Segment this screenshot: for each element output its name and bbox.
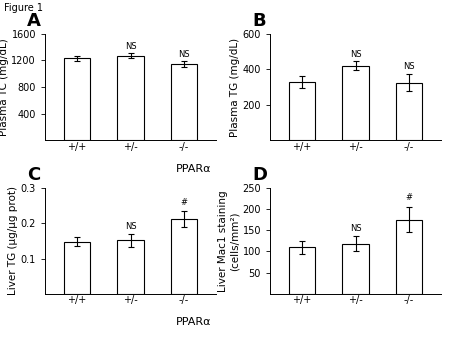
Text: NS: NS bbox=[350, 224, 361, 233]
Text: NS: NS bbox=[125, 222, 136, 231]
Text: PPARα: PPARα bbox=[176, 164, 212, 174]
Text: D: D bbox=[252, 166, 267, 184]
Bar bbox=[396, 220, 422, 294]
Bar bbox=[171, 219, 197, 294]
Text: NS: NS bbox=[178, 50, 190, 59]
Y-axis label: Liver Mac1 staining
(cells/mm²): Liver Mac1 staining (cells/mm²) bbox=[218, 190, 239, 292]
Text: NS: NS bbox=[350, 50, 361, 59]
Y-axis label: Plasma TG (mg/dL): Plasma TG (mg/dL) bbox=[230, 38, 240, 137]
Text: NS: NS bbox=[125, 43, 136, 51]
Bar bbox=[171, 64, 197, 140]
Bar bbox=[342, 244, 369, 294]
Bar bbox=[117, 56, 144, 140]
Text: A: A bbox=[27, 13, 41, 30]
Text: B: B bbox=[252, 13, 266, 30]
Bar bbox=[396, 82, 422, 140]
Bar bbox=[117, 240, 144, 294]
Bar bbox=[289, 247, 315, 294]
Text: C: C bbox=[27, 166, 40, 184]
Text: NS: NS bbox=[403, 62, 415, 71]
Bar bbox=[342, 66, 369, 140]
Y-axis label: Plasma TC (mg/dL): Plasma TC (mg/dL) bbox=[0, 38, 9, 136]
Bar bbox=[64, 58, 90, 140]
Bar bbox=[64, 242, 90, 294]
Text: #: # bbox=[405, 193, 413, 202]
Text: #: # bbox=[180, 198, 188, 208]
Text: PPARα: PPARα bbox=[176, 317, 212, 328]
Text: Figure 1: Figure 1 bbox=[4, 3, 44, 14]
Y-axis label: Liver TG (µg/µg prot): Liver TG (µg/µg prot) bbox=[8, 186, 18, 295]
Bar bbox=[289, 82, 315, 140]
